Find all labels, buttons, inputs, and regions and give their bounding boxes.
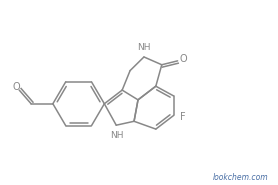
Text: NH: NH [137, 43, 151, 52]
Text: O: O [180, 54, 187, 64]
Text: NH: NH [110, 131, 124, 140]
Text: lookchem.com: lookchem.com [213, 173, 268, 182]
Text: F: F [180, 112, 185, 122]
Text: O: O [13, 82, 20, 92]
